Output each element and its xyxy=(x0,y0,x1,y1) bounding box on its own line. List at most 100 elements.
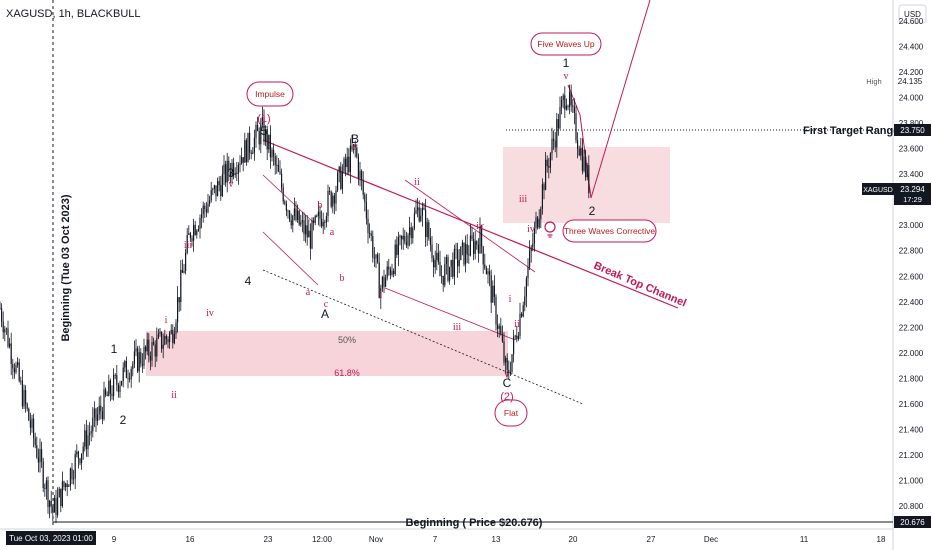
target-price-value: 23.750 xyxy=(900,126,925,135)
candle-body xyxy=(106,395,108,396)
candle-body xyxy=(201,214,203,219)
candle-body xyxy=(228,160,230,173)
wave-r-iii-2: iii xyxy=(453,322,462,333)
candle-body xyxy=(354,144,356,148)
wave-4: 4 xyxy=(245,274,252,288)
candle-body xyxy=(450,260,452,267)
candle-body xyxy=(36,445,38,458)
wave-3: 3 xyxy=(228,166,235,180)
candle-body xyxy=(437,252,439,262)
candle-body xyxy=(90,431,92,434)
candle-body xyxy=(138,352,140,372)
three-waves-bubble[interactable]: Three Waves Corrective xyxy=(562,219,657,243)
five-waves-bubble[interactable]: Five Waves Up xyxy=(530,32,602,56)
wave-B: B xyxy=(351,132,359,146)
candle-body xyxy=(13,368,15,373)
candle-body xyxy=(514,335,516,337)
candle-body xyxy=(143,346,145,366)
wave-r-c-1: c xyxy=(324,299,329,310)
wave-r-iii-3: iii xyxy=(519,194,528,205)
flat-bubble[interactable]: Flat xyxy=(494,399,528,427)
candle-body xyxy=(490,275,492,303)
candle-body xyxy=(122,367,124,382)
wave-r-v-2: v xyxy=(505,370,510,381)
candle-body xyxy=(1,308,3,322)
candle-body xyxy=(577,140,579,149)
candle-body xyxy=(346,156,348,167)
candle-body xyxy=(567,105,569,108)
candle-body xyxy=(375,254,377,259)
candle-body xyxy=(508,370,510,374)
flat-label: Flat xyxy=(504,408,519,418)
candle-body xyxy=(21,380,23,407)
candle-body xyxy=(100,405,102,412)
candle-body xyxy=(148,339,150,356)
wave-r-c-2: c xyxy=(353,142,358,153)
wave-r-iv-1: iv xyxy=(206,308,214,319)
candle-body xyxy=(412,228,414,239)
candle-body xyxy=(121,381,123,386)
candle-body xyxy=(132,363,134,369)
channel-a-bottom xyxy=(262,231,319,286)
candle-body xyxy=(52,506,54,513)
candle-body xyxy=(557,119,559,129)
candle-body xyxy=(383,276,385,287)
candle-body xyxy=(101,411,103,419)
candle-body xyxy=(401,235,403,240)
price-tick: 21.200 xyxy=(899,451,924,460)
candle-body xyxy=(76,451,78,455)
candle-body xyxy=(449,266,451,281)
time-tick: Dec xyxy=(704,535,718,544)
candle-body xyxy=(348,156,350,173)
wave-r-v-1: v xyxy=(229,179,234,190)
wave-r-a-2: a xyxy=(330,227,335,238)
bottom-price-value: 20.676 xyxy=(900,518,925,527)
candle-body xyxy=(423,207,425,210)
candle-body xyxy=(26,403,28,409)
candle-body xyxy=(226,160,228,183)
candle-body xyxy=(167,339,169,343)
candle-body xyxy=(487,271,489,275)
candle-body xyxy=(89,433,91,436)
candle-body xyxy=(140,352,142,364)
candle-body xyxy=(321,218,323,227)
candle-body xyxy=(4,329,6,333)
candle-body xyxy=(244,140,246,163)
price-axis-panel[interactable] xyxy=(893,0,932,550)
candle-body xyxy=(332,195,334,207)
candle-body xyxy=(402,235,404,240)
candle-body xyxy=(543,184,545,191)
impulse-bubble[interactable]: Impulse xyxy=(246,81,294,107)
candle-body xyxy=(474,241,476,254)
candle-body xyxy=(241,157,243,164)
candle-body xyxy=(109,380,111,394)
candle-body xyxy=(63,481,65,487)
candle-body xyxy=(533,228,535,244)
candle-body xyxy=(409,227,411,236)
candle-body xyxy=(0,308,1,309)
candle-body xyxy=(114,375,116,376)
candle-body xyxy=(506,358,508,370)
candle-body xyxy=(420,215,422,221)
candle-body xyxy=(458,259,460,267)
candle-body xyxy=(66,483,68,487)
candle-body xyxy=(516,335,518,340)
candle-body xyxy=(497,324,499,329)
candle-body xyxy=(252,152,254,154)
candle-body xyxy=(263,117,265,142)
price-tick: 21.800 xyxy=(899,374,924,383)
candle-body xyxy=(444,264,446,286)
candle-body xyxy=(530,247,532,252)
candle-body xyxy=(189,233,191,239)
candle-body xyxy=(137,348,139,372)
candle-body xyxy=(196,230,198,235)
symbol-tag xyxy=(862,183,894,195)
currency-button[interactable] xyxy=(898,4,927,24)
candle-body xyxy=(345,158,347,168)
candle-body xyxy=(367,218,369,233)
candle-body xyxy=(5,328,7,330)
candle-body xyxy=(141,363,143,366)
candle-body xyxy=(145,346,147,352)
